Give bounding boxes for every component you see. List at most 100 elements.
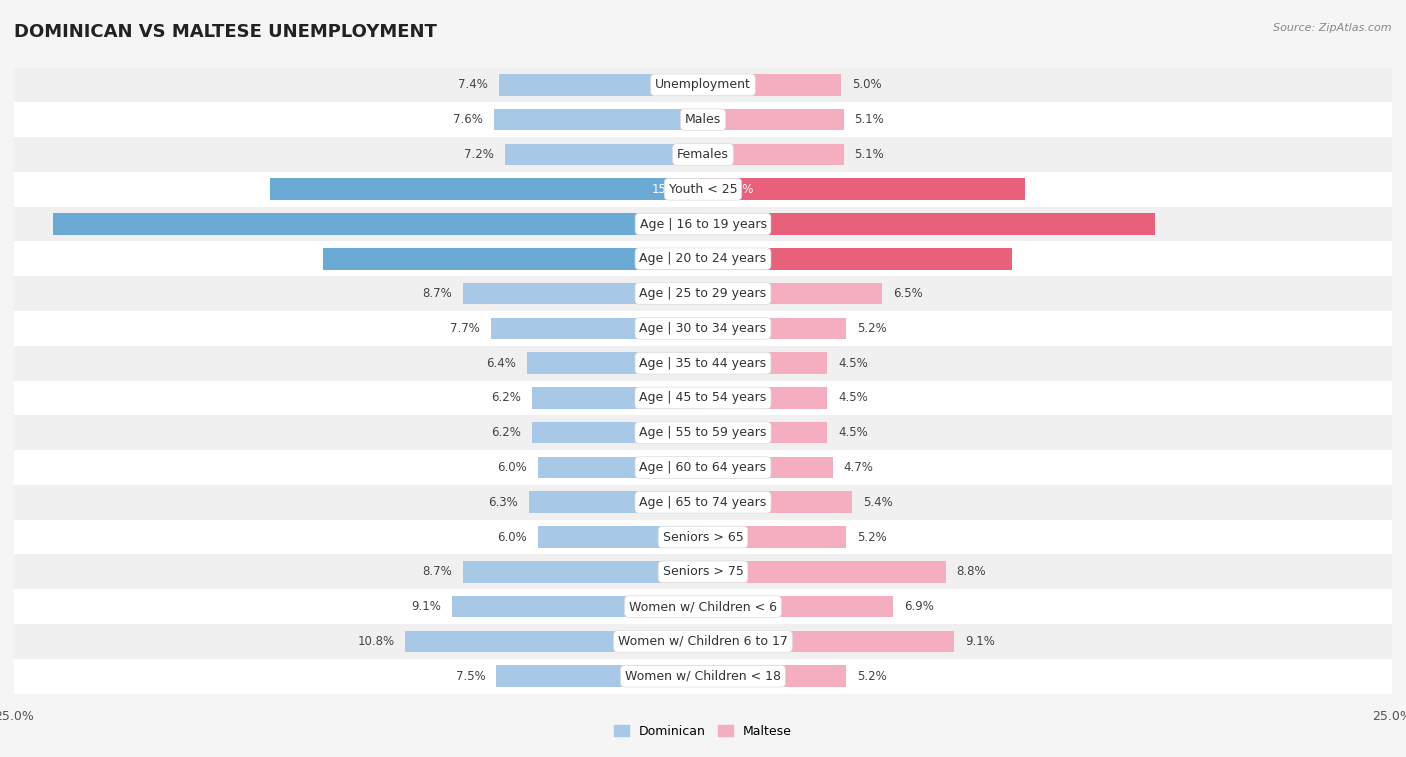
Text: 6.2%: 6.2% — [491, 391, 522, 404]
Text: Age | 35 to 44 years: Age | 35 to 44 years — [640, 357, 766, 369]
Text: 11.7%: 11.7% — [717, 182, 754, 196]
Bar — [537, 456, 703, 478]
Text: Women w/ Children 6 to 17: Women w/ Children 6 to 17 — [619, 635, 787, 648]
Text: Source: ZipAtlas.com: Source: ZipAtlas.com — [1274, 23, 1392, 33]
Bar — [14, 241, 1392, 276]
Bar — [14, 172, 1392, 207]
Bar — [14, 519, 1392, 554]
Bar — [703, 144, 844, 165]
Bar — [703, 248, 1012, 269]
Text: 11.2%: 11.2% — [717, 252, 754, 265]
Text: 10.8%: 10.8% — [357, 635, 394, 648]
Bar — [703, 665, 846, 687]
Text: Youth < 25: Youth < 25 — [669, 182, 737, 196]
Text: 8.7%: 8.7% — [422, 565, 453, 578]
Text: 9.1%: 9.1% — [412, 600, 441, 613]
Text: Age | 45 to 54 years: Age | 45 to 54 years — [640, 391, 766, 404]
Bar — [14, 450, 1392, 485]
Text: 4.5%: 4.5% — [838, 426, 868, 439]
Text: 5.2%: 5.2% — [858, 531, 887, 544]
Text: 6.0%: 6.0% — [496, 461, 527, 474]
Text: 6.2%: 6.2% — [491, 426, 522, 439]
Bar — [14, 207, 1392, 241]
Text: 6.4%: 6.4% — [485, 357, 516, 369]
Text: Seniors > 75: Seniors > 75 — [662, 565, 744, 578]
Text: 6.9%: 6.9% — [904, 600, 934, 613]
Text: Age | 25 to 29 years: Age | 25 to 29 years — [640, 287, 766, 300]
Text: Age | 30 to 34 years: Age | 30 to 34 years — [640, 322, 766, 335]
Text: 6.5%: 6.5% — [893, 287, 922, 300]
Bar — [703, 526, 846, 548]
Text: Women w/ Children < 18: Women w/ Children < 18 — [626, 670, 780, 683]
Bar — [14, 416, 1392, 450]
Text: 13.8%: 13.8% — [652, 252, 689, 265]
Bar — [703, 352, 827, 374]
Bar — [703, 631, 953, 653]
Bar — [463, 561, 703, 583]
Text: Age | 20 to 24 years: Age | 20 to 24 years — [640, 252, 766, 265]
Text: 7.6%: 7.6% — [453, 114, 482, 126]
Text: Women w/ Children < 6: Women w/ Children < 6 — [628, 600, 778, 613]
Text: Age | 60 to 64 years: Age | 60 to 64 years — [640, 461, 766, 474]
Text: 6.0%: 6.0% — [496, 531, 527, 544]
Text: 7.2%: 7.2% — [464, 148, 494, 161]
Bar — [703, 179, 1025, 200]
Bar — [405, 631, 703, 653]
Bar — [14, 589, 1392, 624]
Text: 4.7%: 4.7% — [844, 461, 873, 474]
Bar — [703, 596, 893, 618]
Text: 7.5%: 7.5% — [456, 670, 485, 683]
Bar — [703, 74, 841, 95]
Bar — [505, 144, 703, 165]
Text: Seniors > 65: Seniors > 65 — [662, 531, 744, 544]
Bar — [703, 491, 852, 513]
Text: DOMINICAN VS MALTESE UNEMPLOYMENT: DOMINICAN VS MALTESE UNEMPLOYMENT — [14, 23, 437, 41]
Bar — [531, 387, 703, 409]
Text: 4.5%: 4.5% — [838, 357, 868, 369]
Text: 15.7%: 15.7% — [652, 182, 689, 196]
Text: 5.4%: 5.4% — [863, 496, 893, 509]
Bar — [703, 213, 1154, 235]
Bar — [52, 213, 703, 235]
Text: Age | 55 to 59 years: Age | 55 to 59 years — [640, 426, 766, 439]
Bar — [14, 137, 1392, 172]
Bar — [499, 74, 703, 95]
Bar — [14, 102, 1392, 137]
Bar — [14, 485, 1392, 519]
Text: 8.7%: 8.7% — [422, 287, 453, 300]
Bar — [14, 276, 1392, 311]
Bar — [463, 283, 703, 304]
Bar — [14, 381, 1392, 416]
Bar — [491, 318, 703, 339]
Bar — [270, 179, 703, 200]
Bar — [14, 346, 1392, 381]
Text: Females: Females — [678, 148, 728, 161]
Bar — [703, 422, 827, 444]
Text: 6.3%: 6.3% — [489, 496, 519, 509]
Bar — [531, 422, 703, 444]
Text: 5.0%: 5.0% — [852, 79, 882, 92]
Text: 5.1%: 5.1% — [855, 148, 884, 161]
Text: 7.7%: 7.7% — [450, 322, 479, 335]
Legend: Dominican, Maltese: Dominican, Maltese — [609, 720, 797, 743]
Bar — [537, 526, 703, 548]
Bar — [703, 109, 844, 130]
Bar — [14, 67, 1392, 102]
Text: 4.5%: 4.5% — [838, 391, 868, 404]
Bar — [14, 554, 1392, 589]
Bar — [14, 624, 1392, 659]
Bar — [703, 283, 882, 304]
Text: Males: Males — [685, 114, 721, 126]
Bar — [703, 561, 945, 583]
Bar — [703, 387, 827, 409]
Bar — [703, 318, 846, 339]
Text: Unemployment: Unemployment — [655, 79, 751, 92]
Text: 5.1%: 5.1% — [855, 114, 884, 126]
Text: 16.4%: 16.4% — [717, 217, 754, 231]
Bar — [323, 248, 703, 269]
Bar — [527, 352, 703, 374]
Text: Age | 16 to 19 years: Age | 16 to 19 years — [640, 217, 766, 231]
Bar — [14, 659, 1392, 693]
Bar — [453, 596, 703, 618]
Text: Age | 65 to 74 years: Age | 65 to 74 years — [640, 496, 766, 509]
